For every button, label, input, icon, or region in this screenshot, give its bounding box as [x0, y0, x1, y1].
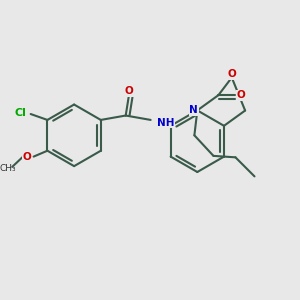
Text: NH: NH: [157, 118, 175, 128]
Text: CH₃: CH₃: [0, 164, 16, 173]
Text: O: O: [227, 69, 236, 79]
Text: O: O: [124, 86, 133, 96]
Text: Cl: Cl: [14, 108, 26, 118]
Text: N: N: [189, 105, 198, 116]
Text: O: O: [22, 152, 31, 162]
Text: O: O: [236, 90, 245, 100]
